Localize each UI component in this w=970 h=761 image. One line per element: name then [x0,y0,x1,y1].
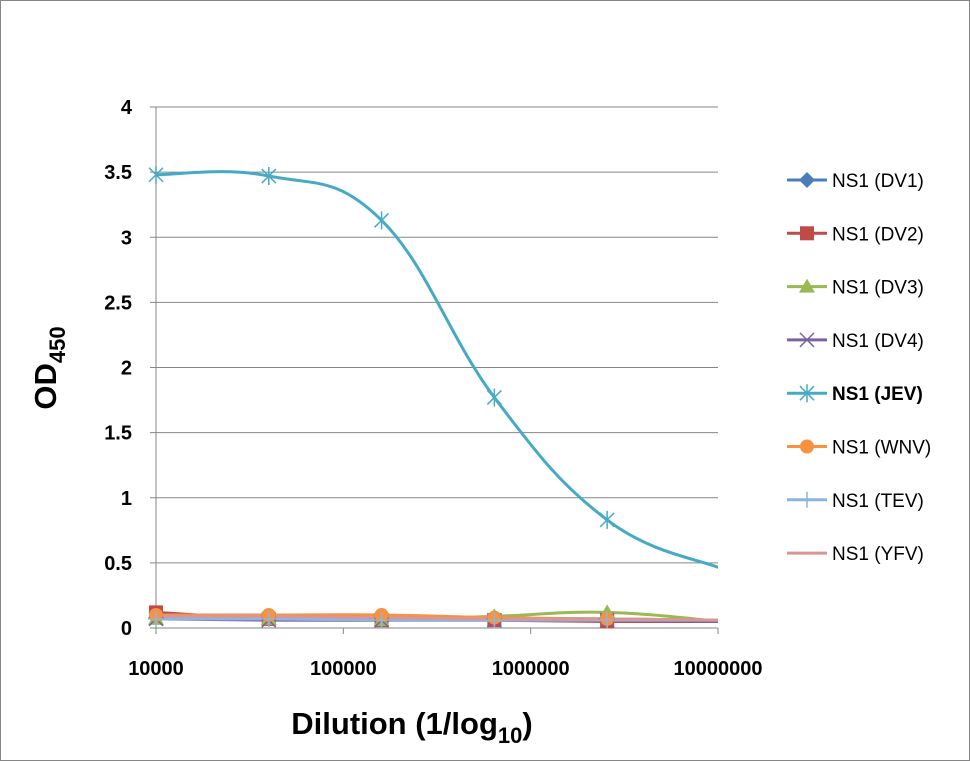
y-axis-title: OD450 [28,326,70,409]
axes [150,106,719,634]
y-tick-label: 0.5 [104,553,132,575]
legend-item-ns1-dv1: NS1 (DV1) [787,171,924,192]
x-tick-labels: 10000 100000 1000000 10000000 [128,658,762,680]
legend-marker [799,332,815,348]
series-line-ns1-jev [156,170,718,569]
series-line-ns1-yfv [156,614,718,622]
legend-label: NS1 (JEV) [832,384,923,405]
y-tick-labels: 0 0.5 1 1.5 2 2.5 3 3.5 4 [104,97,133,640]
x-axis-title: Dilution (1/log10) [291,706,532,748]
data-point-ns1-jev [261,167,277,186]
x-tick-label: 100000 [310,658,377,680]
y-tick-label: 0 [121,618,132,640]
y-tick-label: 1 [121,488,132,510]
data-point-ns1-jev [148,165,164,184]
legend-label: NS1 (DV3) [832,278,924,299]
y-tick-label: 3 [121,227,132,249]
x-tick-label: 10000000 [674,658,763,680]
legend-marker [799,172,815,188]
x-tick-label: 1000000 [492,658,570,680]
data-point-ns1-jev [486,388,502,407]
legend-label: NS1 (YFV) [832,544,924,565]
legend-item-ns1-dv4: NS1 (DV4) [787,331,924,352]
data-point-ns1-tev [373,612,390,629]
legend-marker [799,491,815,508]
legend-label: NS1 (DV2) [832,224,924,245]
data-point-ns1-jev [374,211,390,230]
gridlines [156,106,718,564]
legend-marker [800,226,814,241]
legend-label: NS1 (DV1) [832,171,924,192]
legend-item-ns1-tev: NS1 (TEV) [787,491,924,512]
y-tick-label: 4 [121,97,133,119]
data-point-ns1-jev [599,510,615,529]
y-tick-label: 2.5 [104,292,132,314]
data-point-ns1-tev [599,612,616,629]
legend-label: NS1 (DV4) [832,331,924,352]
legend-item-ns1-yfv: NS1 (YFV) [787,544,924,565]
legend-item-ns1-wnv: NS1 (WNV) [787,438,931,459]
legend-marker [799,384,815,403]
legend-marker [800,439,814,454]
data-point-ns1-tev [260,610,277,627]
data-point-ns1-tev [486,612,503,629]
y-tick-label: 2 [121,358,132,380]
legend-item-ns1-dv2: NS1 (DV2) [787,224,924,245]
legend: NS1 (DV1) NS1 (DV2) NS1 (DV3) NS1 (DV4) NS1 … [787,171,931,565]
series-markers [148,165,616,629]
legend-item-ns1-jev: NS1 (JEV) [787,384,923,405]
legend-label: NS1 (WNV) [832,438,931,459]
legend-marker [799,278,815,293]
y-tick-label: 1.5 [104,423,132,445]
series-lines [156,170,718,624]
data-point-ns1-tev [148,610,164,627]
legend-item-ns1-dv3: NS1 (DV3) [787,278,924,299]
y-tick-label: 3.5 [104,162,132,184]
legend-label: NS1 (TEV) [832,491,924,512]
x-tick-label: 10000 [128,658,184,680]
